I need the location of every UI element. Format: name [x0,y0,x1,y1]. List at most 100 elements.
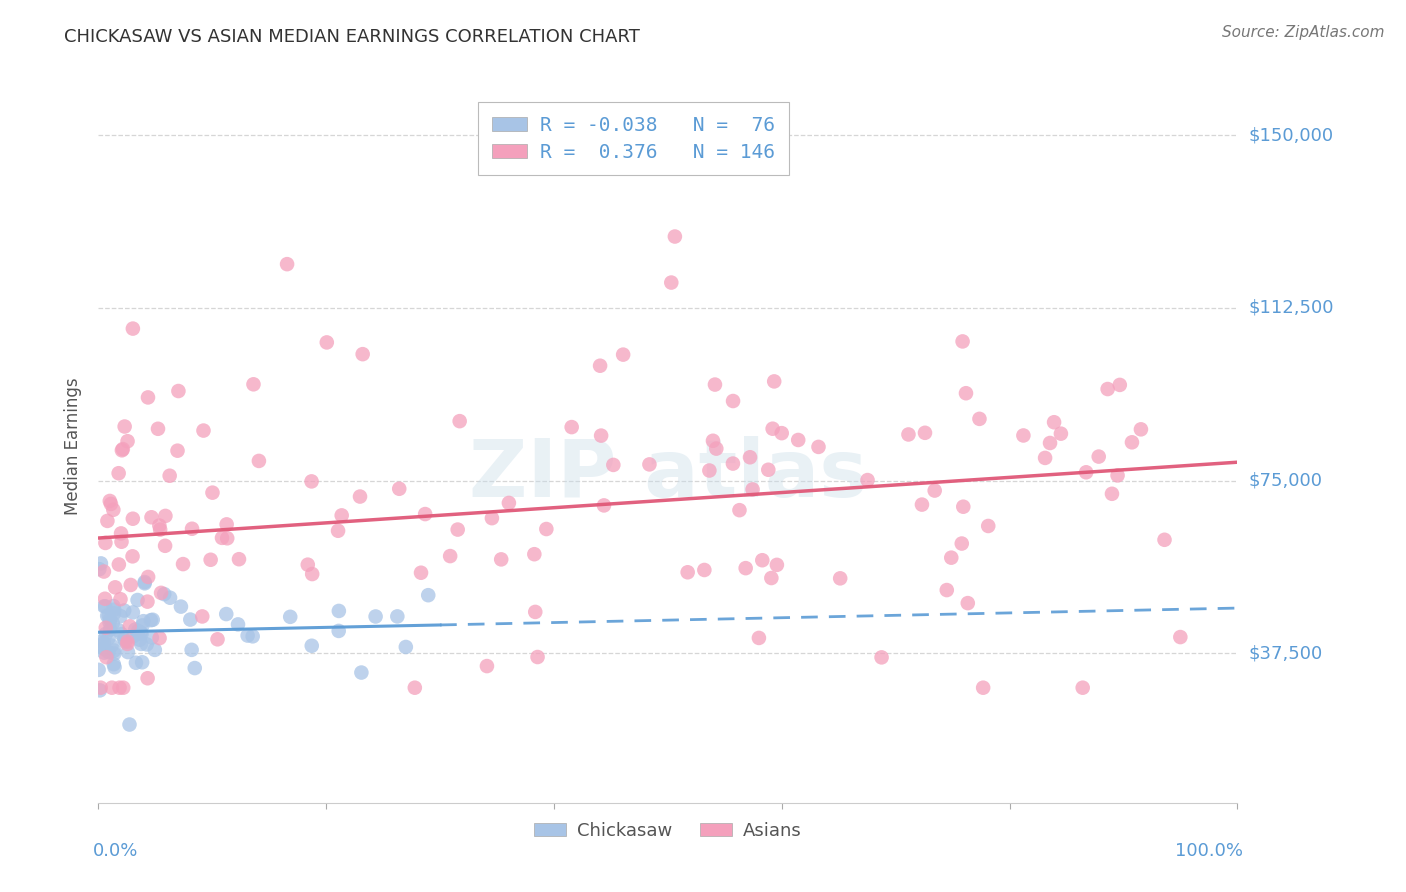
Point [761,571,783,585]
Point [969,412,991,426]
Point [1012,428,1035,442]
Point [439,549,461,563]
Point [94,621,117,635]
Point [120,578,142,592]
Point [1033,450,1056,465]
Point [181,522,204,536]
Point [350,665,373,680]
Text: 0.0%: 0.0% [93,842,138,860]
Point [153,587,176,601]
Point [136,391,159,405]
Point [131,627,153,641]
Point [107,467,129,481]
Point [97,645,120,659]
Point [94,599,117,614]
Point [159,468,181,483]
Point [118,717,141,731]
Point [870,650,893,665]
Point [1076,465,1098,479]
Point [112,681,135,695]
Text: $150,000: $150,000 [1249,127,1333,145]
Point [121,549,143,564]
Point [108,558,131,572]
Point [1050,426,1073,441]
Point [103,647,125,661]
Point [110,534,132,549]
Text: 100.0%: 100.0% [1175,842,1243,860]
Point [328,624,350,638]
Point [914,425,936,440]
Point [956,596,979,610]
Point [787,433,810,447]
Point [762,422,785,436]
Point [763,375,786,389]
Point [91,634,114,648]
Point [146,422,169,436]
Point [125,656,148,670]
Point [935,583,957,598]
Point [1153,533,1175,547]
Point [481,511,503,525]
Point [127,593,149,607]
Text: $37,500: $37,500 [1249,644,1323,662]
Point [98,615,121,630]
Point [638,458,661,472]
Point [136,570,159,584]
Point [121,512,143,526]
Point [124,623,146,637]
Point [132,614,155,628]
Point [228,552,250,566]
Point [409,566,432,580]
Point [117,634,139,648]
Point [101,681,124,695]
Y-axis label: Median Earnings: Median Earnings [65,377,83,515]
Point [387,609,409,624]
Point [191,609,214,624]
Point [122,321,145,335]
Point [748,631,770,645]
Point [200,553,222,567]
Point [141,510,163,524]
Point [704,377,727,392]
Point [103,602,125,616]
Point [972,681,994,695]
Point [738,450,761,465]
Point [155,508,177,523]
Point [1108,378,1130,392]
Point [952,334,974,349]
Text: $75,000: $75,000 [1249,472,1323,490]
Point [108,681,131,695]
Point [770,426,793,441]
Point [100,497,122,511]
Point [136,671,159,685]
Point [93,641,115,656]
Point [139,613,162,627]
Point [330,508,353,523]
Point [94,626,117,640]
Point [315,335,337,350]
Point [103,599,125,613]
Point [159,591,181,605]
Point [247,454,270,468]
Point [301,639,323,653]
Point [117,637,139,651]
Point [93,565,115,579]
Point [89,683,111,698]
Point [135,637,157,651]
Point [721,394,744,409]
Point [766,558,789,572]
Point [475,659,498,673]
Point [593,499,616,513]
Point [96,650,118,665]
Point [704,442,727,456]
Point [756,463,779,477]
Point [702,434,724,448]
Point [395,640,418,654]
Point [122,629,145,643]
Point [103,643,125,657]
Point [114,634,136,648]
Point [90,557,112,571]
Point [98,623,121,637]
Point [612,348,634,362]
Point [143,643,166,657]
